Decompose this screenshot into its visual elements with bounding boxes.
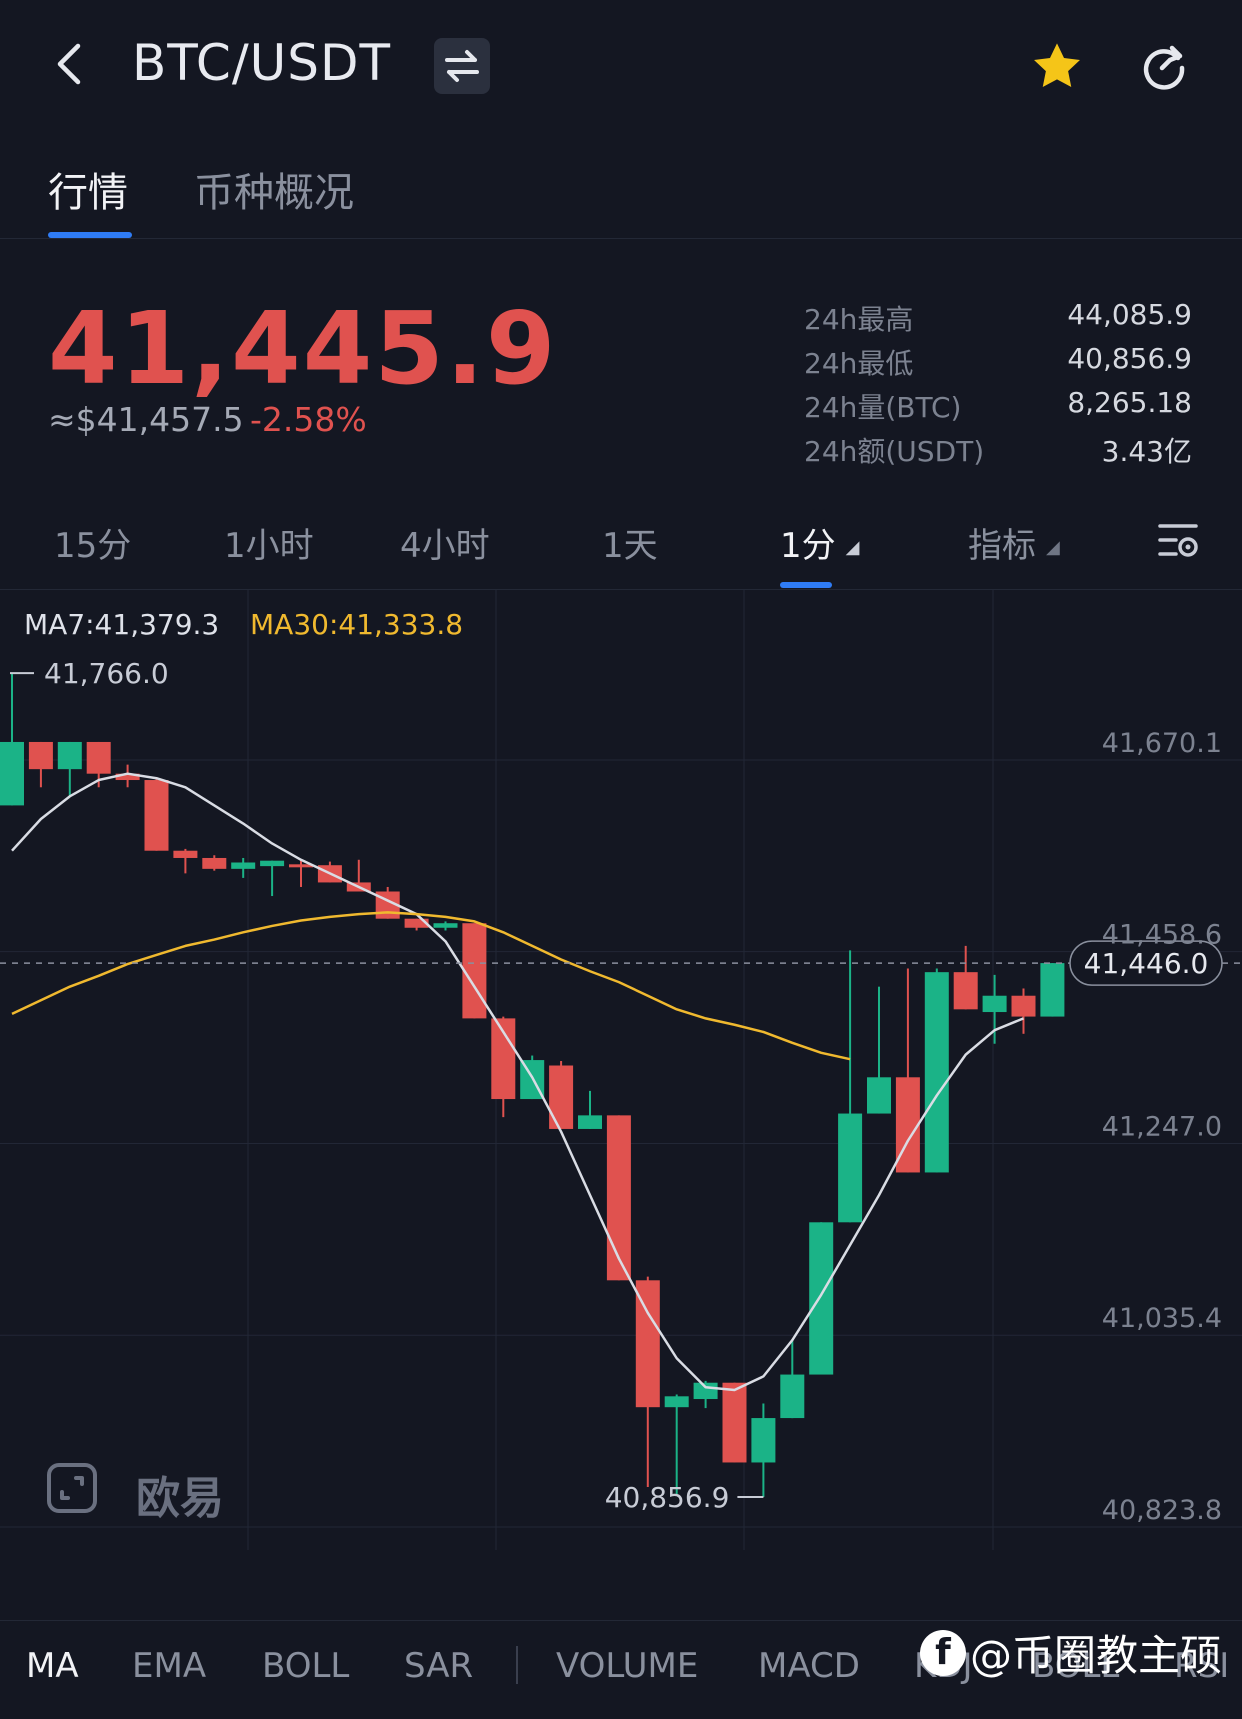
stat-label: 24h最低 xyxy=(804,347,914,380)
candlestick-chart[interactable]: 41,446.0 41,670.1 41,458.6 41,247.0 41,035.4… xyxy=(0,590,1242,1550)
active-tab-indicator xyxy=(48,232,132,238)
candle-body xyxy=(404,918,429,928)
candle-body xyxy=(722,1382,747,1463)
last-price: 41,445.9 xyxy=(48,290,558,407)
timeframe-15m[interactable]: 15分 xyxy=(54,526,132,566)
candle-body xyxy=(982,995,1007,1013)
candle-body xyxy=(0,741,24,806)
dropdown-triangle-icon: ◢ xyxy=(845,537,860,558)
candle-body xyxy=(838,1113,863,1223)
candle-body xyxy=(231,862,256,869)
candle-body xyxy=(549,1065,574,1129)
candle-body xyxy=(433,923,458,928)
indicator-sar[interactable]: SAR xyxy=(404,1646,474,1686)
timeframe-4h[interactable]: 4小时 xyxy=(400,526,490,566)
stat-label: 24h额(USDT) xyxy=(804,435,985,468)
candle-body xyxy=(462,923,487,1019)
timeframe-divider xyxy=(0,589,1242,590)
candle-body xyxy=(635,1280,660,1408)
moving-average-lines xyxy=(11,772,1024,1392)
tab-divider xyxy=(0,238,1242,239)
candle-body xyxy=(144,780,169,851)
indicator-boll[interactable]: BOLL xyxy=(262,1646,350,1686)
indicator-rsi[interactable]: RSI xyxy=(1174,1646,1230,1686)
current-price-label: 41,446.0 xyxy=(1084,947,1209,980)
current-price-pill xyxy=(1069,940,1223,986)
candle-body xyxy=(173,850,198,858)
candle-body xyxy=(867,1077,891,1114)
chart-settings-icon[interactable] xyxy=(1156,518,1200,562)
timeframe-1m-dropdown[interactable]: 1分 ◢ xyxy=(780,518,859,567)
y-tick-label: 41,670.1 xyxy=(1102,728,1222,759)
candle-body xyxy=(664,1396,689,1408)
stat-value: 40,856.9 xyxy=(1067,342,1192,375)
swap-pair-button[interactable] xyxy=(434,38,490,94)
indicator-ema[interactable]: EMA xyxy=(132,1646,207,1686)
indicator-separator xyxy=(516,1646,518,1684)
indicator-volume[interactable]: VOLUME xyxy=(556,1646,699,1686)
indicator-boll-sub[interactable]: BOLL xyxy=(1032,1646,1120,1686)
y-tick-label: 41,458.6 xyxy=(1102,920,1222,951)
ma30-legend: MA30:41,333.8 xyxy=(250,608,464,641)
bottom-divider xyxy=(0,1620,1242,1621)
stat-value: 3.43亿 xyxy=(1101,435,1192,468)
active-timeframe-indicator xyxy=(780,582,832,588)
candles xyxy=(0,673,1065,1498)
ma30-line xyxy=(11,911,851,1061)
y-tick-label: 40,823.8 xyxy=(1102,1495,1222,1526)
usd-equivalent-price: ≈$41,457.5 xyxy=(48,400,244,439)
tab-coin-overview[interactable]: 币种概况 xyxy=(194,170,354,216)
stat-value: 8,265.18 xyxy=(1067,386,1192,419)
swap-icon xyxy=(445,50,479,82)
candle-body xyxy=(693,1382,718,1400)
timeframe-1h[interactable]: 1小时 xyxy=(224,526,314,566)
timeframe-1d[interactable]: 1天 xyxy=(602,526,658,566)
candle-body xyxy=(924,972,949,1173)
refresh-icon[interactable] xyxy=(1136,38,1192,94)
candle-body xyxy=(751,1418,776,1463)
ma7-line xyxy=(11,772,1024,1392)
candle-body xyxy=(260,860,285,867)
credit-overlay: f @币圈教主硕 xyxy=(920,1622,1222,1683)
pair-title[interactable]: BTC/USDT xyxy=(132,34,392,92)
candle-body xyxy=(28,741,53,770)
indicator-macd[interactable]: MACD xyxy=(758,1646,860,1686)
credit-text: @币圈教主硕 xyxy=(970,1631,1223,1680)
okx-watermark: 欧易 xyxy=(136,1473,224,1524)
candle-body xyxy=(86,741,111,774)
fullscreen-icon[interactable] xyxy=(46,1462,98,1514)
candle-body xyxy=(115,773,140,781)
candle-body xyxy=(202,857,227,869)
back-icon[interactable] xyxy=(48,40,96,88)
dropdown-triangle-icon: ◢ xyxy=(1046,537,1060,558)
indicator-ma[interactable]: MA xyxy=(26,1646,79,1686)
candle-body xyxy=(1011,995,1036,1017)
candle-body xyxy=(606,1115,631,1281)
price-change-percent: -2.58% xyxy=(250,400,367,439)
low-marker-label: 40,856.9 xyxy=(605,1481,730,1514)
chart-grid xyxy=(0,590,1242,1550)
y-tick-label: 41,247.0 xyxy=(1102,1111,1222,1142)
favorite-star-icon[interactable] xyxy=(1028,38,1086,96)
candle-body xyxy=(953,972,978,1010)
y-tick-label: 41,035.4 xyxy=(1102,1303,1222,1334)
candle-body xyxy=(289,864,313,868)
candle-body xyxy=(1040,963,1065,1017)
candle-body xyxy=(57,741,82,770)
stat-value: 44,085.9 xyxy=(1067,298,1192,331)
timeframe-active-label: 1分 xyxy=(780,526,836,566)
stat-label: 24h最高 xyxy=(804,303,914,336)
ma7-legend: MA7:41,379.3 xyxy=(24,608,220,641)
chart-labels: 41,446.0 41,670.1 41,458.6 41,247.0 41,035.4… xyxy=(0,657,1242,1526)
high-marker-label: 41,766.0 xyxy=(44,657,169,690)
candle-body xyxy=(578,1115,602,1129)
stat-label: 24h量(BTC) xyxy=(804,391,962,424)
candle-body xyxy=(780,1374,805,1419)
indicator-menu-dropdown[interactable]: 指标 ◢ xyxy=(968,518,1060,567)
facebook-icon: f xyxy=(920,1629,966,1676)
candle-body xyxy=(809,1222,834,1375)
indicator-menu-label: 指标 xyxy=(968,526,1036,566)
tab-market[interactable]: 行情 xyxy=(48,170,128,216)
